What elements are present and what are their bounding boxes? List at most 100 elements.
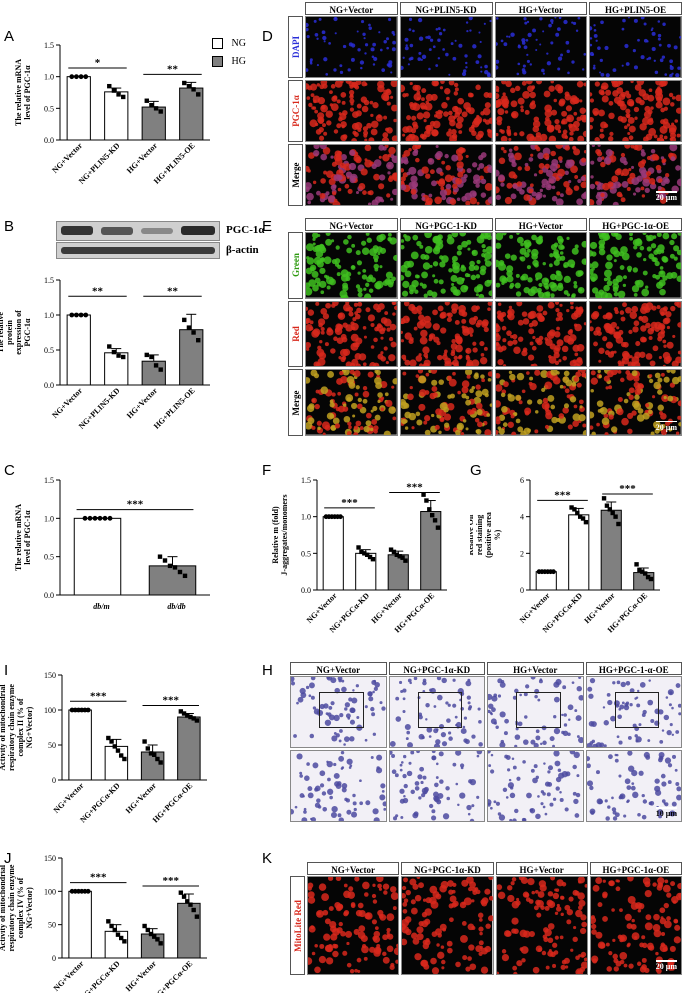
cell	[590, 389, 595, 393]
cell	[660, 916, 664, 920]
cell	[514, 688, 519, 694]
bar	[66, 76, 91, 141]
cell	[668, 703, 672, 707]
cell	[454, 319, 460, 325]
cell	[344, 702, 351, 708]
cell	[340, 92, 347, 98]
cell	[554, 307, 560, 312]
cell	[418, 766, 424, 772]
cell	[586, 686, 592, 692]
cell	[514, 395, 521, 402]
cell	[310, 675, 316, 681]
cell	[542, 805, 546, 809]
cell	[528, 91, 536, 99]
y-tick-label: 1.0	[301, 513, 311, 522]
data-point	[97, 515, 103, 521]
cell	[658, 37, 662, 41]
cell	[670, 305, 676, 311]
cell	[516, 236, 524, 244]
cell	[614, 96, 622, 104]
cell	[554, 911, 558, 915]
column-header: HG+PGC-1α-OE	[589, 218, 682, 231]
cell	[407, 63, 410, 66]
cell	[351, 811, 358, 818]
cell	[516, 181, 522, 187]
cell	[352, 316, 357, 321]
cell	[607, 951, 613, 956]
cell	[391, 47, 396, 52]
cell	[469, 388, 474, 394]
cell	[597, 143, 602, 147]
cell	[469, 197, 477, 205]
cell	[431, 749, 436, 754]
cell	[532, 120, 540, 128]
cell	[469, 190, 477, 198]
cell	[477, 720, 482, 724]
cell	[528, 382, 533, 387]
cell	[391, 769, 396, 775]
cell	[461, 277, 465, 281]
data-point	[191, 330, 196, 335]
cell	[461, 111, 468, 118]
cell	[388, 146, 396, 155]
cell	[332, 950, 339, 958]
cell	[439, 86, 443, 90]
cell	[602, 879, 606, 883]
micrograph-image	[587, 367, 684, 437]
cell	[410, 251, 419, 260]
cell	[444, 52, 449, 57]
cell	[403, 150, 411, 157]
cell	[625, 800, 629, 804]
cell	[399, 320, 403, 324]
row-label: MitoLite Red	[290, 876, 305, 975]
cell	[600, 121, 608, 129]
tile-background	[400, 17, 492, 77]
cell	[311, 270, 319, 278]
data-point	[359, 549, 364, 555]
cell	[476, 748, 482, 755]
data-point	[74, 312, 79, 318]
cell	[454, 177, 462, 185]
cell	[661, 429, 668, 436]
cell	[573, 798, 579, 805]
cell	[602, 314, 608, 319]
cell	[388, 336, 394, 341]
cell	[417, 796, 422, 800]
data-point	[607, 507, 613, 512]
cell	[571, 382, 576, 387]
micrograph-image	[303, 368, 399, 438]
cell	[361, 240, 367, 246]
cell	[640, 186, 645, 191]
cell	[567, 704, 574, 711]
cell	[427, 67, 431, 71]
cell	[329, 103, 334, 107]
cell	[422, 111, 430, 119]
cell	[611, 426, 618, 433]
data-point	[196, 92, 201, 97]
cell	[532, 966, 539, 974]
cell	[337, 187, 342, 192]
cell	[606, 312, 613, 318]
cell	[651, 27, 654, 30]
cell	[675, 683, 680, 688]
cell	[432, 967, 440, 975]
cell	[569, 948, 573, 952]
cell	[511, 757, 515, 761]
data-point	[116, 353, 121, 358]
cell	[569, 165, 578, 174]
cell	[568, 718, 571, 721]
cell	[620, 681, 626, 688]
cell	[656, 809, 663, 815]
cell	[408, 17, 412, 21]
cell	[643, 257, 647, 262]
cell	[589, 677, 595, 684]
cell	[642, 231, 647, 236]
cell	[359, 60, 365, 65]
data-point	[152, 752, 157, 757]
micrograph-image	[399, 16, 492, 78]
cell	[542, 740, 547, 746]
scale-bar: 20 μm	[655, 960, 678, 971]
cell	[677, 703, 682, 708]
cell	[534, 889, 539, 894]
data-point	[388, 547, 394, 552]
